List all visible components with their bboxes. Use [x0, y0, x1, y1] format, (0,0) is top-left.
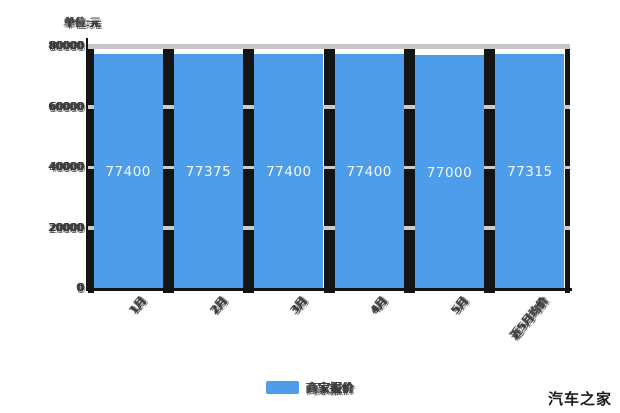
- bar: 77375: [173, 53, 244, 288]
- y-tick-label: 0: [77, 281, 84, 294]
- category-separator: [323, 46, 335, 293]
- bar: 77400: [334, 53, 404, 288]
- bar-value-label: 77400: [346, 163, 392, 180]
- bar: 77000: [414, 55, 485, 288]
- bar: 77400: [254, 53, 324, 288]
- grid-line-top: [86, 44, 570, 49]
- x-axis-line: [86, 288, 572, 291]
- category-separator: [564, 46, 570, 293]
- x-tick-label: 5月: [448, 294, 470, 317]
- bar-value-label: 77400: [266, 163, 312, 180]
- y-tick-label: 80000: [49, 39, 84, 52]
- bar-value-label: 77315: [507, 164, 553, 181]
- y-axis-line: [85, 38, 88, 290]
- category-separator: [88, 46, 94, 293]
- x-tick-label: 4月: [368, 294, 390, 317]
- category-separator: [484, 46, 496, 293]
- bar: 77400: [93, 53, 163, 288]
- unit-label: 单位:元: [64, 16, 101, 29]
- grid-line: [88, 165, 570, 169]
- grid-line: [88, 226, 570, 230]
- x-tick-label: 近5月均价: [507, 294, 551, 342]
- category-separator: [243, 46, 255, 293]
- y-tick-label: 60000: [49, 99, 84, 113]
- legend-swatch-icon: [265, 380, 299, 394]
- category-separator: [162, 46, 174, 293]
- watermark-autohome: 汽车之家: [547, 390, 612, 408]
- y-tick-label: 40000: [49, 160, 84, 173]
- x-tick-label: 3月: [287, 294, 310, 317]
- category-separator: [403, 46, 415, 293]
- y-tick-label: 20000: [49, 220, 84, 234]
- legend: 商家报价: [0, 379, 620, 395]
- bar-value-label: 77000: [426, 165, 473, 182]
- x-tick-label: 1月: [127, 294, 149, 317]
- x-tick-label: 2月: [207, 294, 229, 317]
- bar: 77315: [495, 54, 565, 288]
- grid-line: [88, 105, 570, 109]
- bar-value-label: 77400: [105, 163, 151, 180]
- bar-value-label: 77375: [185, 163, 232, 180]
- legend-label: 商家报价: [305, 380, 354, 395]
